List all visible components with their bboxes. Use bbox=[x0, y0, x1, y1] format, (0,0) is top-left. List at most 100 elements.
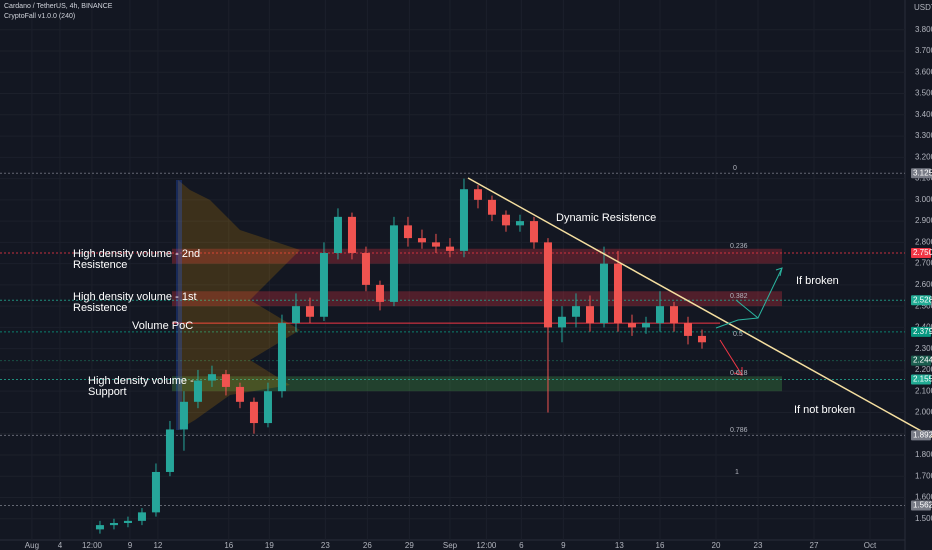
volume-profile-base bbox=[176, 180, 182, 430]
candle-body bbox=[697, 335, 706, 343]
annotation: Volume PoC bbox=[132, 320, 193, 332]
candle-body bbox=[319, 252, 328, 317]
level-tag bbox=[911, 326, 931, 337]
level-tag bbox=[911, 374, 931, 385]
x-tick-label: 12:00 bbox=[476, 541, 497, 550]
candle-body bbox=[221, 374, 230, 387]
candle-body bbox=[501, 214, 510, 226]
marks-layer bbox=[95, 178, 706, 534]
y-tick-label: 2.900 bbox=[915, 216, 932, 225]
candle-body bbox=[207, 374, 216, 381]
candle-body bbox=[431, 242, 440, 247]
candle-body bbox=[599, 263, 608, 324]
y-tick-label: 3.600 bbox=[915, 67, 932, 76]
x-tick-label: 12:00 bbox=[82, 541, 103, 550]
currency: USDT bbox=[914, 3, 932, 12]
candle-body bbox=[305, 306, 314, 317]
candle-body bbox=[417, 238, 426, 243]
y-tick-label: 1.700 bbox=[915, 471, 932, 480]
candle-body bbox=[543, 242, 552, 328]
y-tick-label: 2.100 bbox=[915, 386, 932, 395]
candle-body bbox=[361, 252, 370, 285]
x-tick-label: 4 bbox=[58, 541, 63, 550]
level-tag bbox=[911, 500, 931, 511]
candle-body bbox=[459, 189, 468, 251]
y-tick-label: 3.200 bbox=[915, 152, 932, 161]
fib-label: 0.618 bbox=[730, 370, 748, 377]
annotation: High density volume - 2nd Resistence bbox=[73, 248, 200, 271]
arrow-up bbox=[715, 317, 759, 329]
y-tick-label: 1.800 bbox=[915, 450, 932, 459]
candle-body bbox=[669, 306, 678, 324]
arrow-down bbox=[719, 339, 743, 376]
candle-body bbox=[95, 525, 104, 530]
candle-body bbox=[235, 386, 244, 402]
candle-body bbox=[641, 323, 650, 328]
candle-body bbox=[291, 306, 300, 324]
y-tick-label: 3.300 bbox=[915, 131, 932, 140]
y-tick-label: 3.500 bbox=[915, 89, 932, 98]
candle-body bbox=[277, 323, 286, 392]
x-tick-label: 9 bbox=[128, 541, 133, 550]
y-tick-label: 1.500 bbox=[915, 514, 932, 523]
candle-body bbox=[473, 189, 482, 200]
candle-body bbox=[249, 401, 258, 424]
candle-body bbox=[347, 216, 356, 253]
candle-body bbox=[137, 512, 146, 521]
x-tick-label: 26 bbox=[363, 541, 372, 550]
candle-body bbox=[179, 401, 188, 430]
x-tick-label: 16 bbox=[224, 541, 233, 550]
candle-body bbox=[515, 221, 524, 226]
symbol: Cardano / TetherUS, 4h, BINANCE bbox=[4, 3, 113, 10]
x-tick-label: 23 bbox=[321, 541, 330, 550]
candle-body bbox=[683, 323, 692, 336]
annotation: If broken bbox=[796, 275, 839, 287]
x-tick-label: 12 bbox=[153, 541, 162, 550]
x-tick-label: Sep bbox=[443, 541, 458, 550]
candle-body bbox=[165, 429, 174, 472]
x-tick-label: 29 bbox=[405, 541, 414, 550]
level-tag bbox=[911, 355, 931, 366]
level-label: 2.244 bbox=[913, 356, 932, 365]
level-label: 2.379 bbox=[913, 327, 932, 336]
volume-profile bbox=[178, 180, 300, 430]
annotation: High density volume -Support bbox=[88, 375, 194, 398]
y-tick-label: 3.400 bbox=[915, 110, 932, 119]
level-label: 2.155 bbox=[913, 375, 932, 384]
y-tick-label: 3.800 bbox=[915, 25, 932, 34]
candle-body bbox=[627, 323, 636, 328]
y-tick-label: 2.300 bbox=[915, 344, 932, 353]
arrow-head-up bbox=[775, 267, 783, 277]
x-tick-label: 27 bbox=[810, 541, 819, 550]
y-tick-label: 3.700 bbox=[915, 46, 932, 55]
candle-body bbox=[487, 199, 496, 215]
level-tag bbox=[911, 295, 931, 306]
candle-body bbox=[193, 380, 202, 402]
candle-body bbox=[529, 221, 538, 243]
fib-label: 1 bbox=[735, 469, 739, 476]
zone bbox=[172, 376, 782, 392]
candle-body bbox=[123, 520, 132, 523]
y-tick-label: 2.600 bbox=[915, 280, 932, 289]
level-tag bbox=[911, 247, 931, 258]
level-label: 2.750 bbox=[913, 248, 932, 257]
x-tick-label: 19 bbox=[265, 541, 274, 550]
annotation: If not broken bbox=[794, 404, 855, 416]
candle-body bbox=[151, 471, 160, 513]
x-tick-label: 20 bbox=[712, 541, 721, 550]
candle-body bbox=[389, 225, 398, 302]
arrow-head-down bbox=[733, 367, 743, 376]
fib-label: 0.382 bbox=[730, 293, 748, 300]
arrow-up-2 bbox=[735, 267, 783, 319]
y-tick-label: 2.000 bbox=[915, 408, 932, 417]
y-tick-label: 1.600 bbox=[915, 493, 932, 502]
y-tick-label: 2.200 bbox=[915, 365, 932, 374]
level-label: 2.528 bbox=[913, 295, 932, 304]
y-tick-label: 2.800 bbox=[915, 237, 932, 246]
y-tick-label: 3.000 bbox=[915, 195, 932, 204]
x-tick-label: Aug bbox=[25, 541, 39, 550]
x-tick-label: 13 bbox=[615, 541, 624, 550]
candle-body bbox=[445, 246, 454, 251]
